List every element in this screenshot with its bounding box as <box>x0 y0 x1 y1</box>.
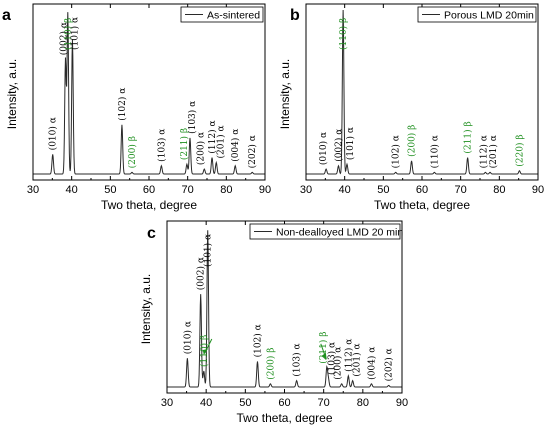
x-tick-label: 40 <box>200 397 212 409</box>
peak-label: (110) α <box>429 135 440 168</box>
legend-label: Porous LMD 20min <box>444 10 534 22</box>
peak-label: (112) α <box>343 339 354 372</box>
peak-label: (200) β <box>265 348 276 380</box>
panel-a: a 30 40 50 60 70 80 90 Two theta, degree Intensit… <box>2 3 271 212</box>
x-tick-label: 40 <box>339 184 351 196</box>
peak-label: (102) α <box>252 324 263 357</box>
peak-label: (004) α <box>366 347 377 380</box>
x-axis-label: Two theta, degree <box>236 411 332 425</box>
legend-label: As-sintered <box>207 10 260 22</box>
panel-letter: a <box>2 7 11 24</box>
legend: Porous LMD 20min <box>417 6 537 23</box>
peak-label: (201) α <box>215 125 226 158</box>
x-tick-label: 50 <box>239 397 251 409</box>
x-tick-label: 90 <box>396 397 408 409</box>
x-tick-label: 60 <box>416 184 428 196</box>
peak-label: (103) α <box>326 342 337 375</box>
peak-label: (002) α <box>333 129 344 162</box>
panel-b: b 30 40 50 60 70 80 90 Two theta, degree Intensit… <box>278 3 544 212</box>
peak-label: (200) α <box>333 347 344 380</box>
peak-label: (202) α <box>384 348 395 381</box>
peak-label: (112) α <box>478 135 489 168</box>
peak-label: (110) β <box>338 18 349 50</box>
peak-label: (002) α <box>58 22 69 55</box>
panel-letter: c <box>147 225 156 242</box>
panel-c: c 30 40 50 60 70 80 90 Two theta, degree Intensit… <box>139 220 408 425</box>
x-tick-label: 60 <box>143 184 155 196</box>
peak-label: (201) α <box>352 343 363 376</box>
x-tick-label: 40 <box>66 184 78 196</box>
beta-arrowhead <box>321 352 327 360</box>
legend-box <box>249 223 401 240</box>
x-tick-label: 60 <box>278 397 290 409</box>
y-axis-label: Intensity, a.u. <box>5 59 19 129</box>
x-tick-label: 50 <box>377 184 389 196</box>
x-tick-label: 50 <box>104 184 116 196</box>
peak-label: (103) α <box>292 343 303 376</box>
legend-box <box>180 6 264 23</box>
peak-label: (200) β <box>407 125 418 157</box>
x-tick-label: 90 <box>259 184 271 196</box>
peak-label: (103) α <box>156 129 167 162</box>
x-tick-label: 30 <box>300 184 312 196</box>
x-tick-label: 30 <box>161 397 173 409</box>
peak-label: (002) α <box>196 257 207 290</box>
x-tick-label: 90 <box>532 184 544 196</box>
peak-label: (102) α <box>391 135 402 168</box>
panel-letter: b <box>290 7 300 24</box>
legend: As-sintered <box>180 6 264 23</box>
peak-label: (103) α <box>187 101 198 134</box>
peak-label: (010) α <box>318 132 329 165</box>
x-tick-label: 70 <box>318 397 330 409</box>
legend: Non-dealloyed LMD 20 min <box>249 223 403 240</box>
x-axis-label: Two theta, degree <box>101 198 197 212</box>
peak-label: (211) β <box>318 332 329 364</box>
peak-label: (112) α <box>207 120 218 153</box>
peak-label: (201) α <box>488 135 499 168</box>
beta-arrowhead <box>202 349 208 355</box>
x-tick-label: 80 <box>493 184 505 196</box>
x-tick-label: 30 <box>27 184 39 196</box>
peak-label: (004) α <box>230 129 241 162</box>
peak-label: (110) β <box>63 18 74 50</box>
xrd-trace <box>33 12 265 175</box>
peak-label: (101) α <box>345 127 356 160</box>
legend-box <box>417 6 537 23</box>
x-tick-label: 70 <box>182 184 194 196</box>
peak-label: (101) α <box>203 234 214 267</box>
x-tick-label: 70 <box>455 184 467 196</box>
x-axis-label: Two theta, degree <box>374 198 470 212</box>
peak-label: (010) α <box>48 117 59 150</box>
peak-label: (200) α <box>195 132 206 165</box>
xrd-trace <box>167 230 402 388</box>
x-tick-label: 80 <box>357 397 369 409</box>
peak-label: (102) α <box>117 88 128 121</box>
peak-label: (101) α <box>69 17 80 50</box>
peak-label: (200) β <box>127 136 138 168</box>
peak-label: (211) β <box>179 128 190 160</box>
peak-label: (211) β <box>463 121 474 153</box>
y-axis-label: Intensity, a.u. <box>139 274 153 344</box>
peak-label: (010) α <box>182 321 193 354</box>
xrd-trace <box>306 9 538 175</box>
x-tick-label: 80 <box>220 184 232 196</box>
y-axis-label: Intensity, a.u. <box>278 59 292 129</box>
peak-label: (202) α <box>247 135 258 168</box>
legend-label: Non-dealloyed LMD 20 min <box>276 227 403 239</box>
peak-label: (220) β <box>514 134 525 166</box>
